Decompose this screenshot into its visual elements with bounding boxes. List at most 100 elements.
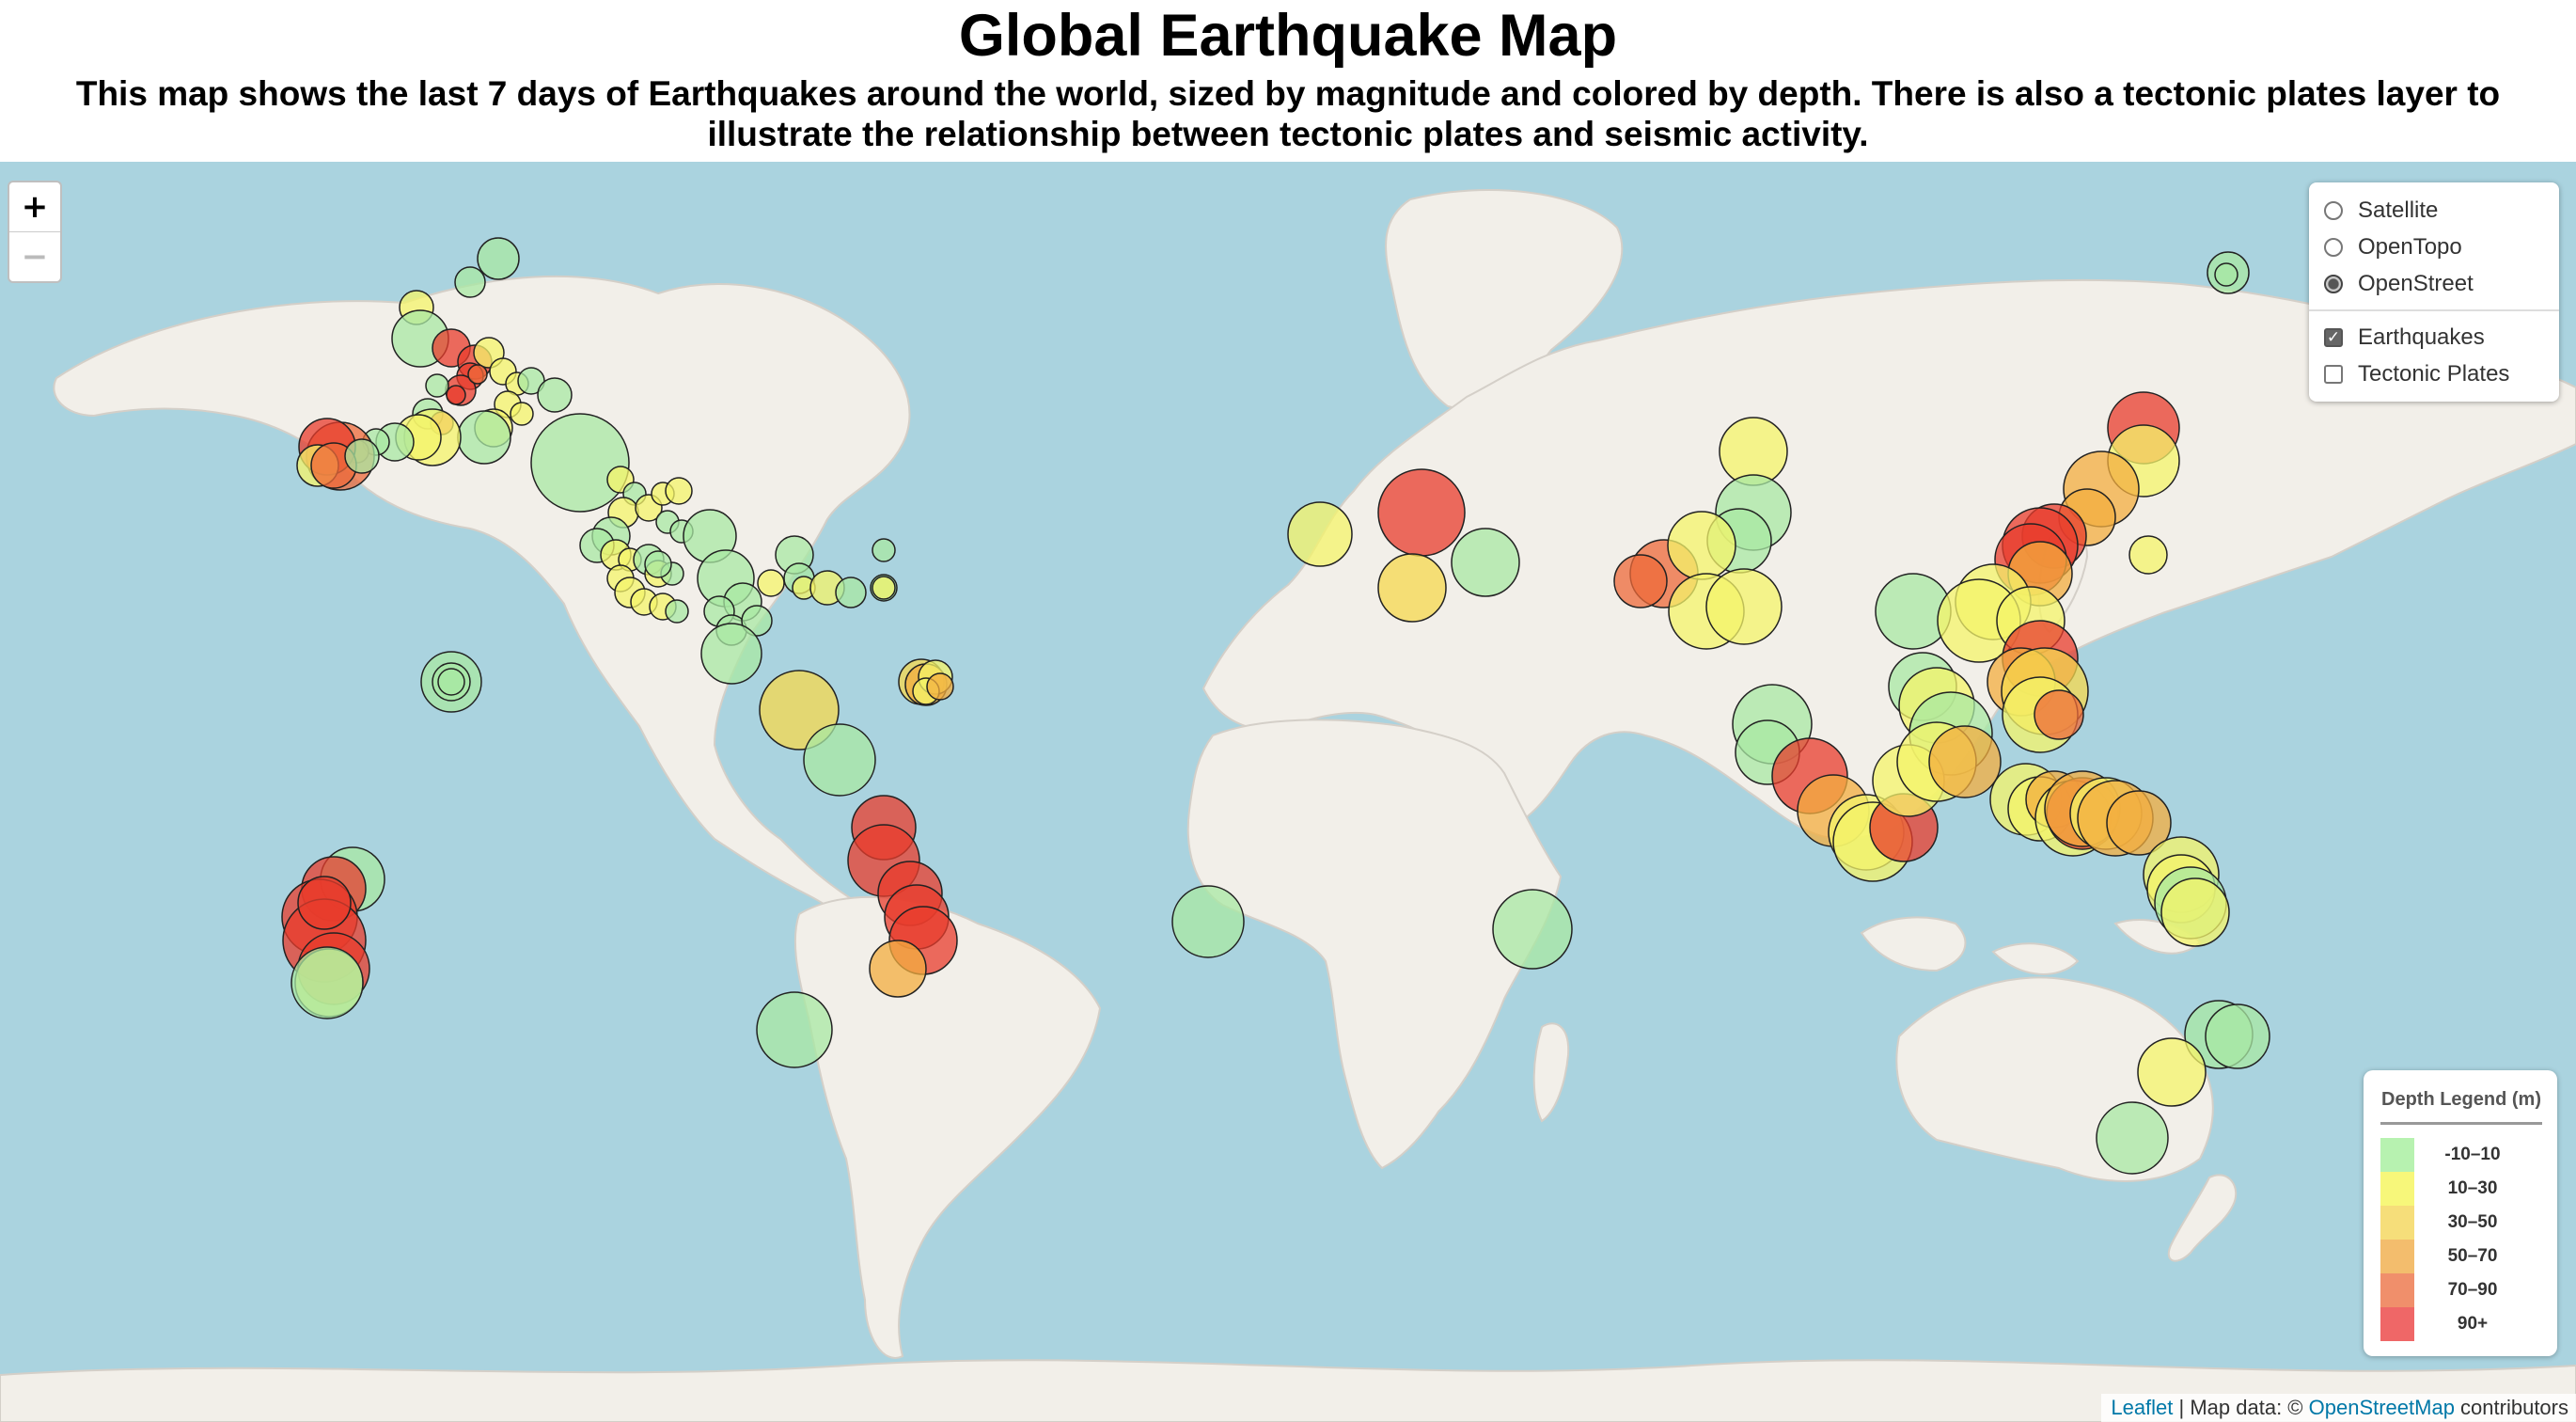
radio-icon[interactable] xyxy=(2324,237,2343,257)
base-layer-satellite[interactable]: Satellite xyxy=(2324,192,2546,229)
legend-label: 90+ xyxy=(2457,1314,2489,1334)
earthquake-marker[interactable] xyxy=(835,577,867,608)
legend-swatch xyxy=(2380,1206,2414,1240)
overlay-earthquakes[interactable]: ✓ Earthquakes xyxy=(2324,319,2546,356)
earthquake-markers[interactable] xyxy=(281,237,2270,1175)
radio-icon[interactable] xyxy=(2324,274,2343,293)
depth-legend: Depth Legend (m) -10–10 10–30 30–50 50–7… xyxy=(2364,1070,2557,1356)
earthquake-marker[interactable] xyxy=(2128,535,2168,575)
earthquake-marker[interactable] xyxy=(1492,889,1573,970)
earthquake-marker[interactable] xyxy=(2160,877,2230,947)
earthquake-marker[interactable] xyxy=(2034,689,2084,740)
earthquake-marker[interactable] xyxy=(1705,568,1783,645)
earthquake-marker[interactable] xyxy=(872,576,896,600)
legend-label: 70–90 xyxy=(2447,1280,2498,1300)
earthquake-marker[interactable] xyxy=(1377,468,1466,557)
divider xyxy=(2309,309,2559,311)
earthquake-marker[interactable] xyxy=(2205,1003,2270,1069)
legend-swatch xyxy=(2380,1138,2414,1172)
earthquake-marker[interactable] xyxy=(297,876,352,930)
legend-item: 70–90 xyxy=(2380,1273,2542,1307)
overlay-tectonic-plates[interactable]: Tectonic Plates xyxy=(2324,356,2546,392)
layer-label: Tectonic Plates xyxy=(2358,360,2510,387)
zoom-in-button[interactable]: + xyxy=(21,188,49,226)
earthquake-marker[interactable] xyxy=(2096,1101,2169,1175)
earthquake-marker[interactable] xyxy=(477,237,520,280)
legend-label: 50–70 xyxy=(2447,1246,2498,1266)
landmass-new-zealand xyxy=(2167,1174,2238,1262)
earthquake-marker[interactable] xyxy=(644,550,672,578)
earthquake-marker[interactable] xyxy=(510,402,534,426)
legend-swatch xyxy=(2380,1273,2414,1307)
legend-title: Depth Legend (m) xyxy=(2380,1089,2542,1125)
earthquake-marker[interactable] xyxy=(446,385,466,405)
zoom-control: + − xyxy=(8,181,62,283)
earthquake-marker[interactable] xyxy=(926,672,954,701)
earthquake-marker[interactable] xyxy=(2137,1037,2207,1107)
earthquake-marker[interactable] xyxy=(1287,501,1353,567)
earthquake-marker[interactable] xyxy=(665,599,689,624)
legend-item: 10–30 xyxy=(2380,1172,2542,1206)
landmass-north-america xyxy=(53,275,935,954)
layer-label: Earthquakes xyxy=(2358,324,2485,350)
zoom-out-button[interactable]: − xyxy=(9,231,60,281)
legend-item: 50–70 xyxy=(2380,1240,2542,1273)
earthquake-marker[interactable] xyxy=(741,605,773,637)
layer-label: OpenStreet xyxy=(2358,270,2474,296)
attribution-suffix: contributors xyxy=(2454,1396,2568,1419)
base-layer-openstreet[interactable]: OpenStreet xyxy=(2324,265,2546,302)
legend-item: 90+ xyxy=(2380,1307,2542,1341)
legend-label: -10–10 xyxy=(2444,1145,2501,1164)
earthquake-marker[interactable] xyxy=(1928,725,2002,798)
legend-item: 30–50 xyxy=(2380,1206,2542,1240)
legend-label: 30–50 xyxy=(2447,1212,2498,1232)
earthquake-marker[interactable] xyxy=(803,723,876,797)
legend-label: 10–30 xyxy=(2447,1178,2498,1198)
layer-label: Satellite xyxy=(2358,197,2439,223)
basemap xyxy=(0,189,2576,1422)
earthquake-marker[interactable] xyxy=(665,477,693,505)
earthquake-marker[interactable] xyxy=(1667,511,1736,580)
leaflet-link[interactable]: Leaflet xyxy=(2111,1396,2174,1419)
earthquake-marker[interactable] xyxy=(530,413,630,513)
earthquake-marker[interactable] xyxy=(1451,528,1520,597)
earthquake-marker[interactable] xyxy=(457,410,511,465)
earthquake-marker[interactable] xyxy=(756,991,833,1068)
layer-control: Satellite OpenTopo OpenStreet ✓ Earthqua… xyxy=(2309,182,2559,402)
legend-item: -10–10 xyxy=(2380,1138,2542,1172)
earthquake-marker[interactable] xyxy=(759,670,840,750)
base-layer-opentopo[interactable]: OpenTopo xyxy=(2324,229,2546,265)
earthquake-marker[interactable] xyxy=(344,438,380,474)
checkbox-icon[interactable]: ✓ xyxy=(2324,327,2343,347)
radio-icon[interactable] xyxy=(2324,200,2343,220)
earthquake-marker[interactable] xyxy=(700,623,762,685)
earthquake-marker[interactable] xyxy=(454,266,486,298)
legend-swatch xyxy=(2380,1307,2414,1341)
page-title: Global Earthquake Map xyxy=(958,3,1618,69)
map-container[interactable]: + − Satellite OpenTopo OpenStreet ✓ Eart… xyxy=(0,162,2576,1422)
landmass-antarctica xyxy=(0,1359,2576,1422)
earthquake-marker[interactable] xyxy=(757,569,785,597)
osm-link[interactable]: OpenStreetMap xyxy=(2308,1396,2455,1419)
checkbox-icon[interactable] xyxy=(2324,364,2343,384)
attribution-text: | Map data: © xyxy=(2173,1396,2309,1419)
legend-swatch xyxy=(2380,1172,2414,1206)
earthquake-marker[interactable] xyxy=(537,377,573,413)
earthquake-marker[interactable] xyxy=(872,538,896,562)
earthquake-marker[interactable] xyxy=(2214,262,2238,287)
earthquake-marker[interactable] xyxy=(1613,554,1668,608)
layer-label: OpenTopo xyxy=(2358,233,2462,260)
landmass-south-america xyxy=(793,895,1102,1359)
earthquake-marker[interactable] xyxy=(291,946,364,1019)
earthquake-marker[interactable] xyxy=(869,940,927,998)
earthquake-marker[interactable] xyxy=(467,364,488,385)
land-layer xyxy=(0,189,2576,1422)
landmass-madagascar xyxy=(1532,1022,1570,1123)
earthquake-marker[interactable] xyxy=(1171,885,1245,958)
earthquake-marker[interactable] xyxy=(425,373,449,398)
earthquake-marker[interactable] xyxy=(437,668,465,696)
earthquake-marker[interactable] xyxy=(1377,553,1447,623)
page-subtitle: This map shows the last 7 days of Earthq… xyxy=(75,74,2501,153)
attribution: Leaflet | Map data: © OpenStreetMap cont… xyxy=(2101,1394,2576,1422)
earthquake-marker[interactable] xyxy=(2106,790,2172,856)
